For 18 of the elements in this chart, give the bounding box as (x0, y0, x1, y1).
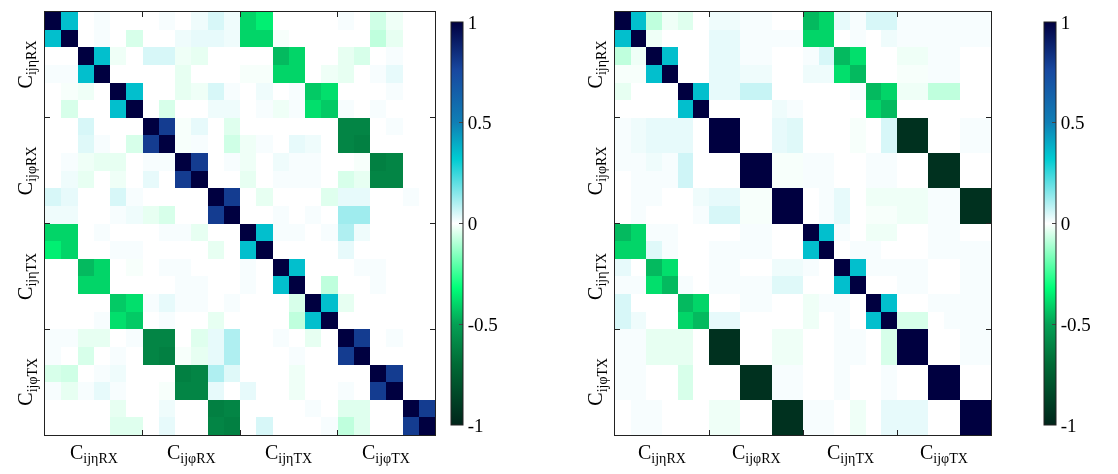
color-bar-label: 0.5 (1060, 112, 1085, 134)
color-bar-label: -1 (467, 414, 484, 436)
text: C$_{ijηTX}$ (265, 441, 313, 467)
text: C$_{ijηRX}$ (638, 441, 686, 467)
text: C$_{ijφTX}$ (920, 441, 968, 467)
text: C$_{ijφRX}$ (732, 441, 781, 467)
color-bar-label: -0.5 (1060, 313, 1091, 335)
text: C$_{ijηTX}$ (827, 441, 875, 467)
color-bar-label: 0 (1060, 213, 1071, 235)
text: C$_{ijφRX}$ (167, 441, 216, 467)
color-bar-label: 1 (1060, 11, 1071, 33)
color-bar-label: -1 (1060, 414, 1077, 436)
color-bar-label: 0 (467, 213, 478, 235)
color-bar-label: 1 (467, 11, 478, 33)
text: C$_{ijφTX}$ (362, 441, 410, 467)
color-bar-label: 0.5 (467, 112, 492, 134)
text: C$_{ijηRX}$ (70, 441, 118, 467)
color-bar-label: -0.5 (467, 313, 498, 335)
